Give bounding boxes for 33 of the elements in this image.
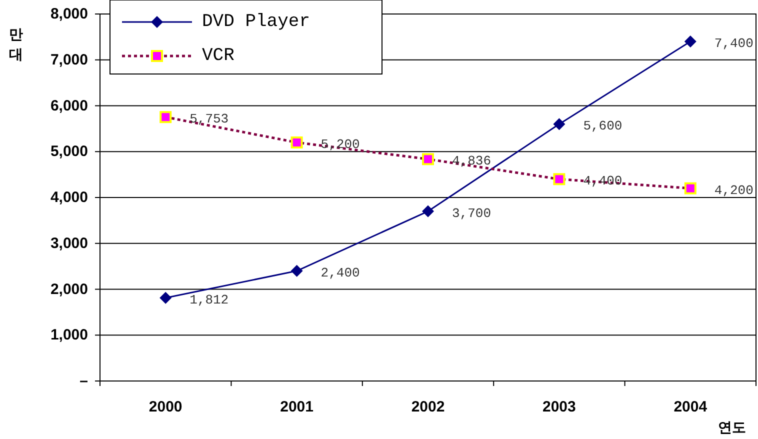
x-tick-label: 2001 <box>280 398 314 416</box>
point <box>290 264 303 277</box>
x-tick-label: 2004 <box>674 398 708 416</box>
data-label: 4,836 <box>452 154 492 169</box>
point <box>422 205 434 218</box>
y-axis-title: 만대 <box>9 26 23 62</box>
x-tick-label: 2002 <box>411 398 445 416</box>
y-tick-label: 1,000 <box>50 326 88 344</box>
y-tick-label: 5,000 <box>50 143 88 160</box>
data-label: 5,200 <box>320 136 360 152</box>
x-axis-title: 연도 <box>718 419 746 435</box>
data-label: 1,812 <box>190 292 229 308</box>
x-tick-label: 2000 <box>148 398 182 416</box>
y-tick-label: – <box>80 372 88 390</box>
point <box>553 118 566 130</box>
y-tick-label: 4,000 <box>50 189 88 206</box>
point <box>684 36 696 48</box>
y-tick-label: 7,000 <box>50 51 88 68</box>
data-label: 2,400 <box>320 265 360 280</box>
legend-label: DVD Player <box>202 12 310 32</box>
data-label: 3,700 <box>452 206 492 221</box>
y-tick-label: 3,000 <box>50 234 88 252</box>
x-tick-label: 2003 <box>542 398 576 416</box>
y-tick-label: 2,000 <box>50 280 88 298</box>
y-tick-label: 8,000 <box>50 6 88 22</box>
data-label: 4,200 <box>714 182 754 198</box>
data-label: 5,753 <box>190 112 229 127</box>
data-label: 4,400 <box>583 174 622 189</box>
point <box>160 292 172 304</box>
legend-label: VCR <box>202 46 235 66</box>
data-label: 7,400 <box>714 36 754 52</box>
data-label: 5,600 <box>583 118 622 134</box>
y-tick-label: 6,000 <box>50 97 88 114</box>
